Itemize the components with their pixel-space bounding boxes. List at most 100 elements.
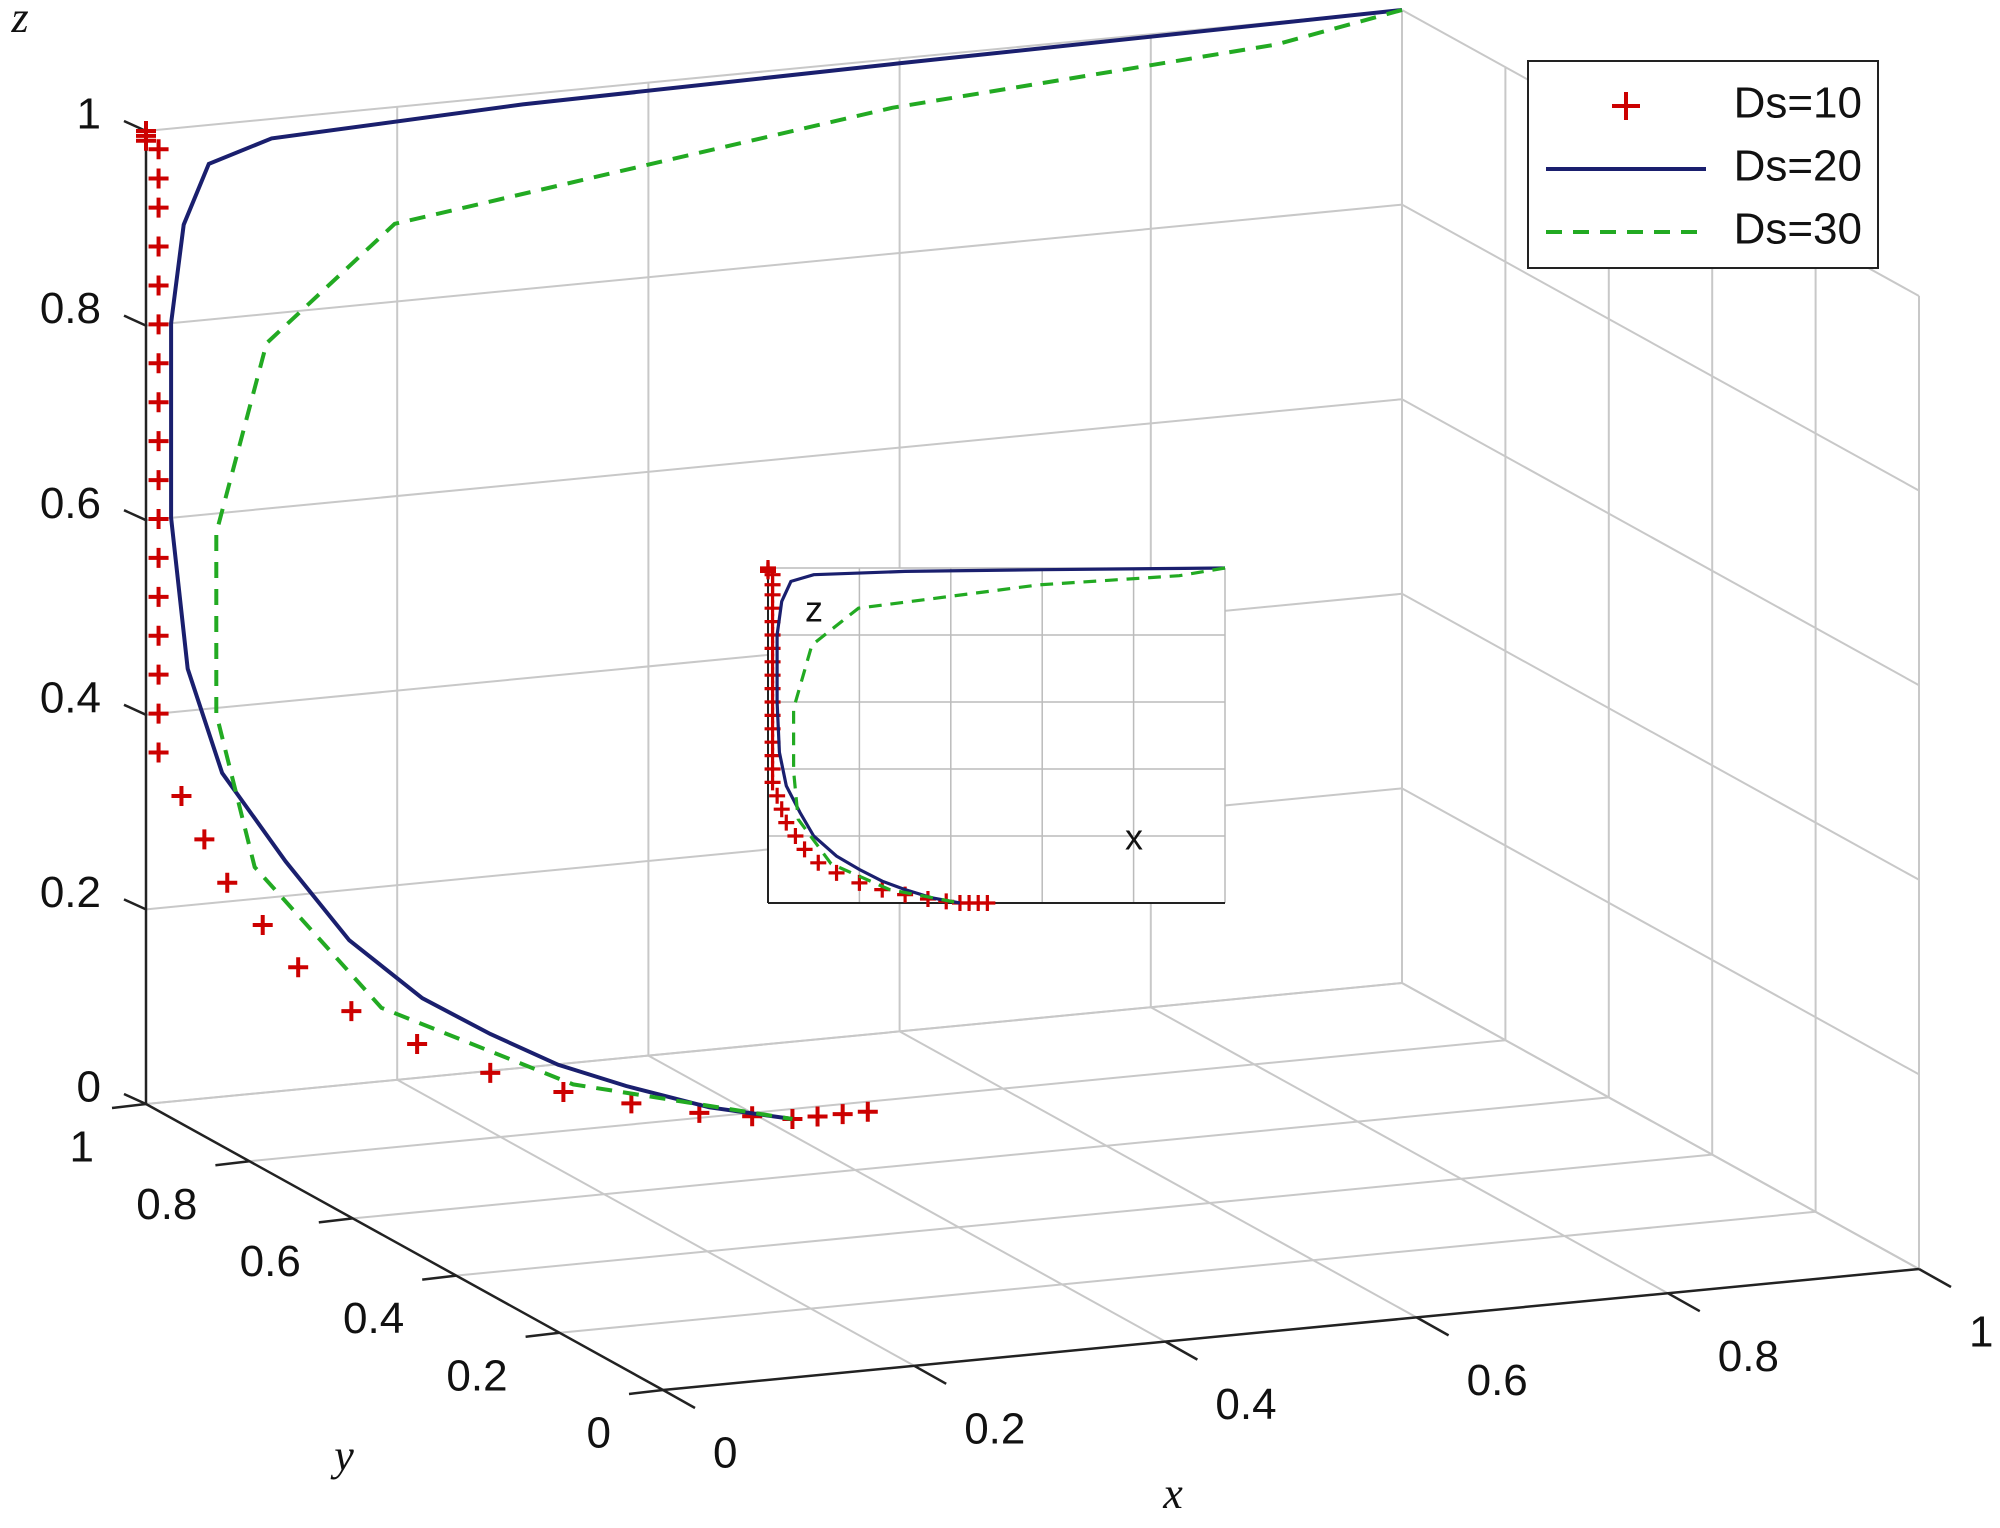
x-tick xyxy=(913,1364,947,1385)
y-tick xyxy=(628,1388,664,1396)
grid-line xyxy=(456,1153,1713,1277)
y-tick xyxy=(422,1274,457,1281)
inset: zx xyxy=(760,560,1226,911)
x-tick xyxy=(1918,1267,1952,1289)
grid-line xyxy=(1401,787,1920,1076)
x-tick-label: 0 xyxy=(713,1429,737,1478)
y-tick xyxy=(318,1217,353,1224)
marker xyxy=(807,1106,828,1127)
marker xyxy=(553,1082,574,1103)
marker xyxy=(832,1104,853,1125)
z-tick-label: 0.6 xyxy=(40,479,101,528)
marker xyxy=(148,139,169,160)
y-tick-label: 0.4 xyxy=(343,1294,404,1343)
marker xyxy=(148,236,169,257)
grid-line xyxy=(145,9,1403,132)
grid-line xyxy=(145,203,1403,327)
marker xyxy=(764,586,781,603)
marker xyxy=(778,814,795,831)
grid-line xyxy=(249,1039,1506,1163)
marker xyxy=(171,785,192,806)
marker xyxy=(148,586,169,607)
marker xyxy=(787,828,804,844)
y-tick xyxy=(525,1331,560,1339)
legend-marker xyxy=(1612,92,1640,120)
marker xyxy=(148,664,169,685)
z-tick-label: 1 xyxy=(77,90,101,139)
series-line xyxy=(775,566,1226,905)
legend-label: Ds=20 xyxy=(1734,142,1862,191)
marker xyxy=(148,392,169,413)
z-tick-label: 0.8 xyxy=(40,284,101,333)
y-tick xyxy=(215,1159,250,1167)
series-line xyxy=(792,566,1226,905)
grid-line xyxy=(396,1078,915,1367)
marker xyxy=(810,854,827,871)
grid-line xyxy=(145,398,1403,522)
x-axis xyxy=(662,1267,1920,1392)
marker xyxy=(407,1034,428,1055)
marker xyxy=(621,1093,642,1114)
marker xyxy=(773,801,790,818)
marker xyxy=(217,872,238,893)
series-line xyxy=(214,8,1403,1121)
x-tick xyxy=(662,1388,696,1410)
marker xyxy=(148,508,169,529)
x-tick xyxy=(1164,1340,1199,1361)
z-tick-label: 0.4 xyxy=(40,673,101,722)
inset-z-label: z xyxy=(805,589,823,630)
grid-line xyxy=(1401,398,1920,687)
x-tick xyxy=(1667,1292,1701,1313)
marker xyxy=(148,353,169,374)
y-tick-label: 0.6 xyxy=(240,1237,301,1286)
z-tick xyxy=(123,509,147,522)
legend-label: Ds=30 xyxy=(1734,205,1862,254)
marker xyxy=(288,957,309,978)
marker xyxy=(480,1062,501,1083)
inset-background xyxy=(768,568,1225,903)
marker xyxy=(764,774,781,791)
marker xyxy=(148,431,169,452)
z-tick xyxy=(123,703,147,716)
marker xyxy=(764,747,781,764)
marker xyxy=(796,841,813,858)
x-axis-label: x xyxy=(1162,1469,1183,1518)
marker xyxy=(148,168,169,189)
marker xyxy=(148,314,169,335)
z-tick-label: 0 xyxy=(77,1063,101,1112)
marker xyxy=(148,625,169,646)
grid-line xyxy=(647,1054,1166,1343)
legend-label: Ds=10 xyxy=(1734,79,1862,128)
x-tick-label: 0.8 xyxy=(1718,1332,1779,1381)
grid-line xyxy=(145,982,1403,1105)
z-tick xyxy=(123,314,147,327)
z-tick-label: 0.2 xyxy=(40,868,101,917)
grid-line xyxy=(1150,1006,1669,1295)
y-tick-label: 0.2 xyxy=(446,1351,507,1400)
marker xyxy=(742,1106,763,1127)
x-tick-label: 1 xyxy=(1969,1308,1993,1357)
marker xyxy=(148,547,169,568)
marker xyxy=(341,1001,362,1022)
y-tick-label: 1 xyxy=(70,1123,94,1172)
z-tick xyxy=(123,1092,147,1106)
marker xyxy=(148,703,169,724)
z-axis-label: z xyxy=(10,0,28,42)
inset-x-label: x xyxy=(1125,817,1143,858)
marker xyxy=(252,915,273,936)
marker xyxy=(148,470,169,491)
z-tick xyxy=(123,898,147,911)
marker xyxy=(979,895,996,911)
marker xyxy=(148,197,169,218)
marker xyxy=(194,829,215,850)
grid-line xyxy=(1401,592,1920,881)
grid-line xyxy=(559,1210,1816,1334)
x-tick-label: 0.2 xyxy=(964,1404,1025,1453)
marker xyxy=(857,1101,878,1122)
grid-line xyxy=(1401,203,1920,492)
marker xyxy=(136,130,156,151)
marker xyxy=(828,864,845,881)
y-axis xyxy=(145,1102,664,1392)
